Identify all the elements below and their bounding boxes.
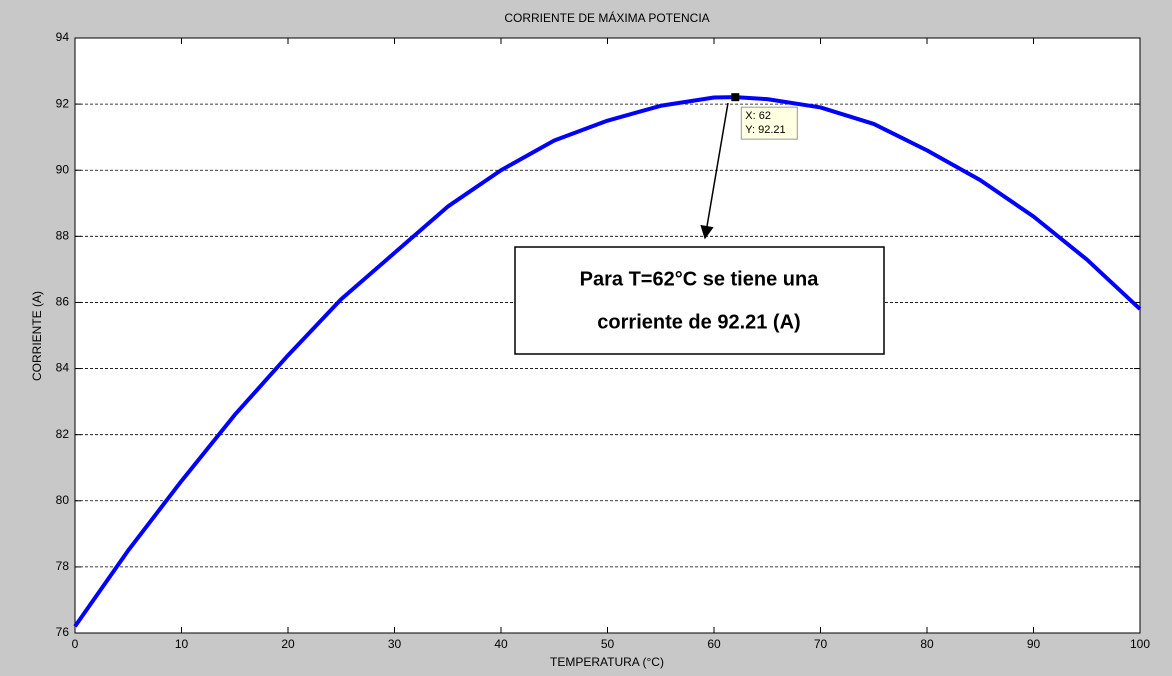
chart-title: CORRIENTE DE MÁXIMA POTENCIA	[504, 10, 709, 25]
x-tick-label: 60	[707, 637, 721, 651]
annotation-text: corriente de 92.21 (A)	[597, 311, 800, 333]
x-tick-label: 30	[388, 637, 402, 651]
x-tick-label: 20	[281, 637, 295, 651]
y-axis-label: CORRIENTE (A)	[30, 291, 44, 381]
x-tick-label: 80	[920, 637, 934, 651]
y-tick-label: 90	[56, 162, 70, 176]
y-tick-label: 80	[56, 493, 70, 507]
x-tick-label: 100	[1130, 637, 1150, 651]
y-tick-label: 82	[56, 427, 70, 441]
x-axis-label: TEMPERATURA (°C)	[550, 655, 664, 669]
y-tick-label: 86	[56, 295, 70, 309]
y-tick-label: 84	[56, 361, 70, 375]
x-tick-label: 50	[601, 637, 615, 651]
x-tick-label: 70	[814, 637, 828, 651]
datatip-text: Y: 92.21	[745, 124, 785, 136]
x-tick-label: 40	[494, 637, 508, 651]
x-tick-label: 10	[175, 637, 189, 651]
y-tick-label: 94	[56, 30, 70, 44]
x-tick-label: 90	[1027, 637, 1041, 651]
datatip-box	[740, 106, 798, 140]
datatip-text: X: 62	[745, 110, 771, 122]
y-tick-label: 78	[56, 559, 70, 573]
annotation-text: Para T=62°C se tiene una	[580, 268, 820, 290]
arrow	[700, 102, 729, 240]
y-tick-label: 76	[56, 625, 70, 639]
y-tick-label: 92	[56, 96, 70, 110]
y-tick-label: 88	[56, 229, 70, 243]
datatip-marker	[731, 93, 740, 102]
annotation-box	[514, 246, 885, 355]
x-tick-label: 0	[72, 637, 79, 651]
line-series	[73, 95, 1142, 628]
marks: 76 78 80 82 84 86 88 90 92 94 0 10 20 30 40 50 60 70 80 90 1…	[56, 30, 1151, 651]
